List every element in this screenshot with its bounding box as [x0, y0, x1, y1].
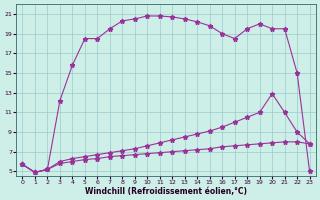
- X-axis label: Windchill (Refroidissement éolien,°C): Windchill (Refroidissement éolien,°C): [85, 187, 247, 196]
